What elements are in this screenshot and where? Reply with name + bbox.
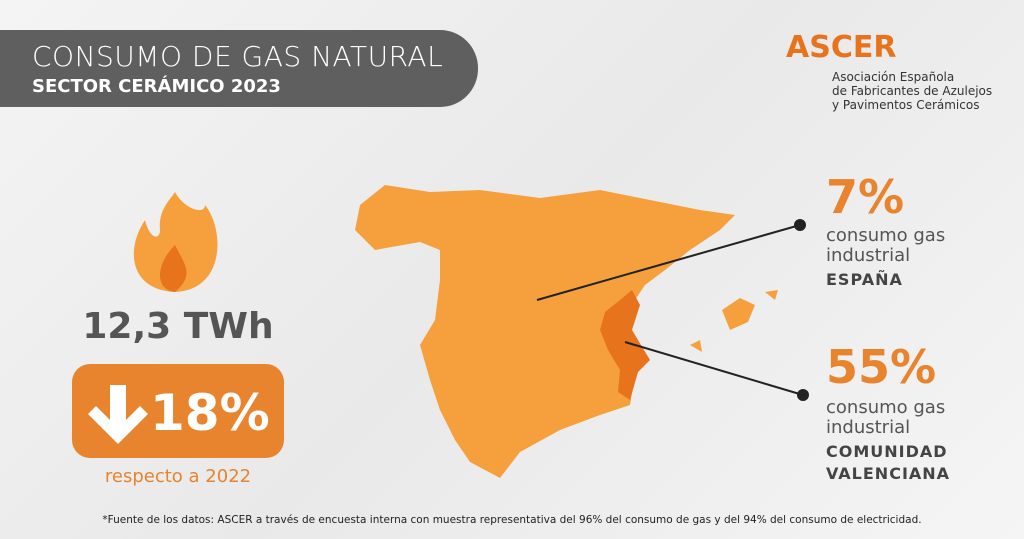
subtitle: SECTOR CERÁMICO 2023 [32, 76, 281, 97]
flame-icon [133, 192, 218, 292]
footnote: *Fuente de los datos: ASCER a través de … [102, 514, 922, 526]
logo-text: de Fabricantes de Azulejos [832, 84, 993, 98]
title: CONSUMO DE GAS NATURAL [32, 40, 444, 73]
callout-value: 7% [826, 170, 905, 224]
pointer-line [624, 341, 804, 396]
pointer-dot [794, 219, 806, 231]
pointer-line [536, 224, 801, 301]
consumption: 12,3 TWh [82, 306, 274, 347]
header-bar [0, 30, 478, 107]
callout-text: consumo gas [826, 397, 946, 418]
change: 18% [150, 384, 270, 442]
callout-region: COMUNIDAD [826, 442, 948, 461]
callout-region: VALENCIANA [826, 464, 951, 483]
map-valencia [600, 290, 650, 400]
pointer-dot [797, 389, 809, 401]
logo-text: y Pavimentos Cerámicos [832, 98, 980, 112]
map-spain [355, 185, 735, 478]
callout-text: consumo gas [826, 225, 946, 246]
callout-text: industrial [826, 245, 911, 266]
callout-value: 55% [826, 340, 937, 394]
logo-text: Asociación Española [832, 70, 955, 84]
callout-text: industrial [826, 417, 911, 438]
callout-region: ESPAÑA [826, 270, 903, 289]
flame-inner [160, 245, 187, 292]
change-note: respecto a 2022 [104, 466, 252, 487]
down-arrow [88, 385, 148, 444]
logo: ASCER [786, 30, 897, 65]
map-islands [690, 290, 778, 352]
